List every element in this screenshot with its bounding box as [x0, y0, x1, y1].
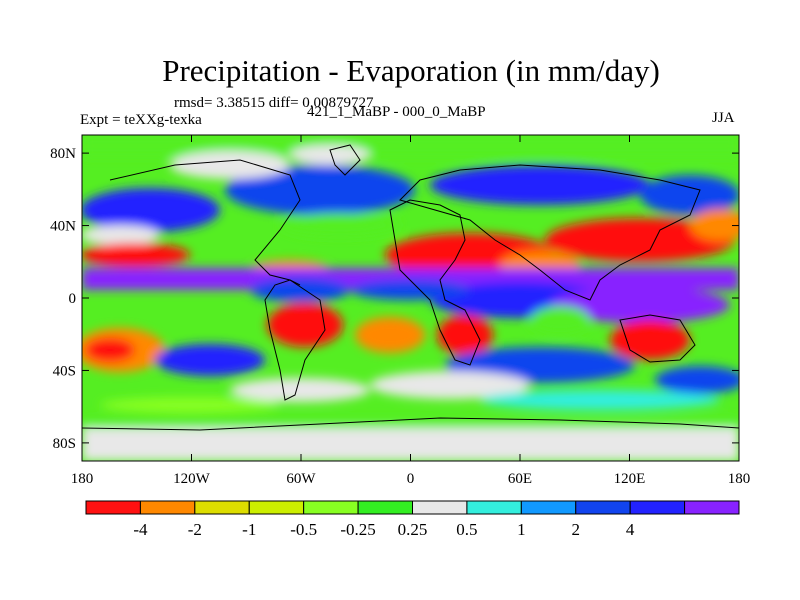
colorbar-swatch: [412, 500, 468, 515]
colorbar-label: -0.5: [290, 520, 317, 539]
greenland-outline: [329, 144, 361, 176]
plot-title: Precipitation - Evaporation (in mm/day): [162, 53, 660, 88]
australia-outline: [619, 314, 696, 363]
lat-tick-label: 80N: [50, 146, 76, 162]
atlantic-green: [280, 213, 400, 237]
africa-outline: [389, 199, 481, 366]
colorbar-label: 0.5: [456, 520, 477, 539]
colorbar-swatch: [357, 500, 414, 515]
lon-tick-label: 0: [407, 471, 415, 487]
colorbar-label: -4: [133, 520, 148, 539]
colorbar-swatch: [139, 500, 196, 515]
lon-tick-label: 120W: [173, 471, 211, 487]
colorbar-swatch: [466, 500, 522, 515]
map-panel: [81, 134, 740, 462]
colorbar-label: 4: [626, 520, 635, 539]
colorbar-swatch: [575, 500, 631, 515]
colorbar: -4 -2 -1 -0.5 -0.25 0.25 0.5 1 2 4: [85, 500, 740, 539]
north-america-outline: [109, 159, 301, 286]
difference-label: 421_1_MaBP - 000_0_MaBP: [307, 104, 486, 120]
colorbar-label: 2: [572, 520, 581, 539]
colorbar-swatch: [303, 500, 359, 515]
colorbar-swatch: [520, 500, 577, 515]
southern-cyan: [480, 390, 720, 410]
asia-pacific-negative: [545, 218, 735, 262]
continent-outlines: [82, 144, 739, 431]
southern-neutral-west: [230, 378, 370, 402]
colorbar-swatch: [85, 500, 141, 515]
longitude-axis: 180 120W 60W 0 60E 120E 180: [71, 135, 751, 487]
south-atlantic-orange: [355, 317, 425, 353]
arctic-band: [82, 135, 739, 157]
southern-africa-negative: [437, 315, 493, 355]
greenland-neutral: [290, 145, 370, 165]
colorbar-swatch: [248, 500, 305, 515]
southern-green-west: [100, 397, 280, 413]
eurasia-outline: [399, 164, 701, 301]
colorbar-label: -1: [242, 520, 256, 539]
south-america-negative: [267, 303, 343, 347]
northwest-pacific-orange: [690, 209, 739, 241]
southern-neutral-east: [370, 371, 530, 399]
south-america-outline: [264, 279, 326, 401]
gulf-of-guinea-positive: [350, 280, 470, 300]
season-label: JJA: [712, 110, 735, 126]
southeast-pacific-positive: [155, 344, 265, 376]
lon-tick-label: 60W: [286, 471, 316, 487]
colorbar-swatch: [684, 500, 740, 515]
lat-tick-label: 80S: [53, 436, 76, 452]
tasman-positive: [655, 366, 739, 394]
lat-tick-label: 40N: [50, 219, 76, 235]
northeast-pacific-positive: [640, 175, 739, 215]
indian-green: [530, 306, 590, 334]
amazon-positive: [250, 278, 350, 302]
canada-neutral: [170, 151, 290, 179]
maritime-continent-positive: [550, 287, 730, 323]
colorbar-swatch: [194, 500, 250, 515]
north-atlantic-positive: [225, 165, 415, 215]
latitude-axis: 80N 40N 0 40S 80S: [50, 146, 739, 452]
lon-tick-label: 180: [728, 471, 751, 487]
south-pacific-negative: [85, 338, 135, 362]
colorbar-label: 0.25: [398, 520, 428, 539]
lat-tick-label: 40S: [53, 363, 76, 379]
stats-string: rmsd= 3.38515 diff= 0.00879727: [174, 95, 374, 111]
lon-tick-label: 120E: [614, 471, 646, 487]
lat-tick-label: 0: [69, 291, 77, 307]
experiment-label: Expt = teXXg-texka: [80, 112, 202, 128]
colorbar-label: -0.25: [340, 520, 375, 539]
east-pacific-negative: [82, 243, 190, 267]
colorbar-label: -2: [188, 520, 202, 539]
colorbar-label: 1: [517, 520, 526, 539]
lon-tick-label: 180: [71, 471, 94, 487]
antarctica-outline: [82, 417, 739, 431]
north-pacific-positive: [82, 188, 220, 232]
lon-tick-label: 60E: [508, 471, 532, 487]
siberia-positive: [430, 165, 650, 205]
north-pacific-neutral: [82, 225, 160, 245]
colorbar-swatch: [629, 500, 686, 515]
antarctic-coast-green: [82, 418, 739, 428]
tropical-belt-positive: [82, 268, 739, 290]
